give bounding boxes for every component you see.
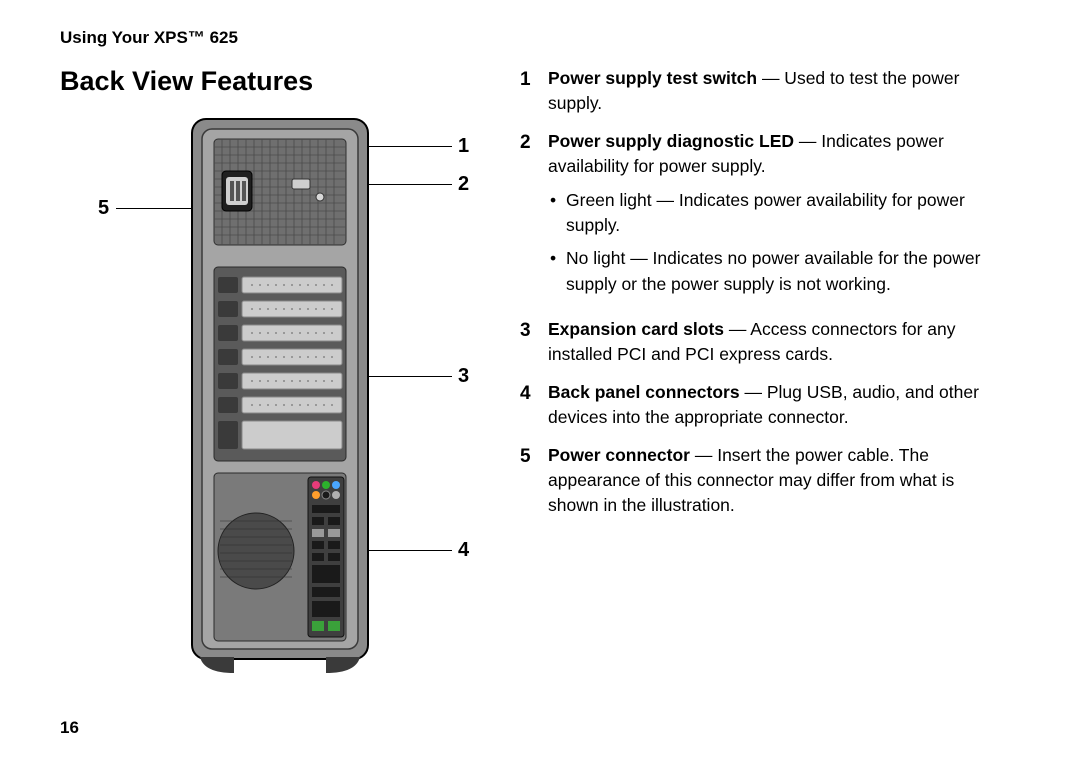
sublist-item: Green light — Indicates power availabili… <box>548 188 990 239</box>
sublist-item: No light — Indicates no power available … <box>548 246 990 297</box>
feature-item-2: 2 Power supply diagnostic LED — Indicate… <box>520 129 990 305</box>
feature-label: Power connector <box>548 445 690 465</box>
feature-label: Back panel connectors <box>548 382 740 402</box>
callout-4-line <box>358 550 452 551</box>
page-title: Back View Features <box>60 66 490 97</box>
section-header: Using Your XPS™ 625 <box>60 28 1020 48</box>
feature-item-3: 3 Expansion card slots — Access connecto… <box>520 317 990 368</box>
feature-text: Expansion card slots — Access connectors… <box>548 317 990 368</box>
feature-list: 1 Power supply test switch — Used to tes… <box>520 66 990 519</box>
callout-5-label: 5 <box>98 197 109 220</box>
feature-num: 3 <box>520 317 534 368</box>
feature-sublist: Green light — Indicates power availabili… <box>548 188 990 298</box>
callout-1-label: 1 <box>458 135 469 158</box>
right-column: 1 Power supply test switch — Used to tes… <box>520 66 990 531</box>
feature-label: Power supply test switch <box>548 68 757 88</box>
feature-num: 5 <box>520 443 534 519</box>
feature-text: Power supply test switch — Used to test … <box>548 66 990 117</box>
feature-label: Power supply diagnostic LED <box>548 131 794 151</box>
feature-num: 2 <box>520 129 534 305</box>
computer-diagram: 1 2 3 4 5 <box>60 107 490 707</box>
page-number: 16 <box>60 718 79 738</box>
tower-svg <box>190 117 370 677</box>
callout-4-label: 4 <box>458 539 469 562</box>
content-columns: Back View Features 1 2 3 4 5 <box>60 66 1020 707</box>
feature-num: 1 <box>520 66 534 117</box>
feature-text: Power connector — Insert the power cable… <box>548 443 990 519</box>
callout-2-label: 2 <box>458 173 469 196</box>
callout-3-label: 3 <box>458 365 469 388</box>
feature-label: Expansion card slots <box>548 319 724 339</box>
feature-item-4: 4 Back panel connectors — Plug USB, audi… <box>520 380 990 431</box>
left-column: Back View Features 1 2 3 4 5 <box>60 66 490 707</box>
feature-item-5: 5 Power connector — Insert the power cab… <box>520 443 990 519</box>
feature-item-1: 1 Power supply test switch — Used to tes… <box>520 66 990 117</box>
feature-num: 4 <box>520 380 534 431</box>
feature-text: Power supply diagnostic LED — Indicates … <box>548 129 990 305</box>
feature-text: Back panel connectors — Plug USB, audio,… <box>548 380 990 431</box>
